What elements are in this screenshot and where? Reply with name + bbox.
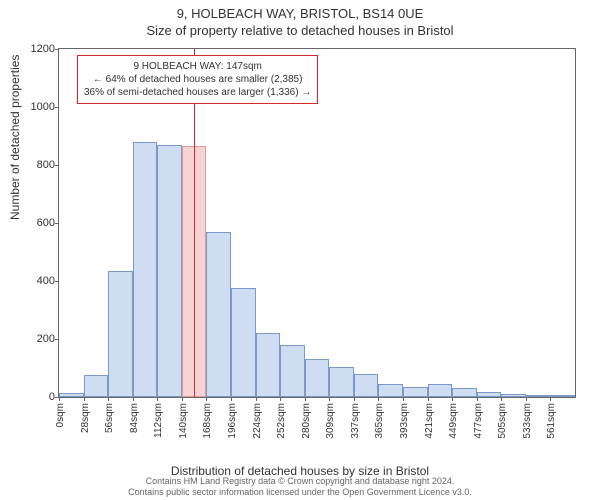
x-tick-mark — [550, 397, 551, 401]
footer-line2: Contains public sector information licen… — [0, 487, 600, 498]
x-tick-mark — [157, 397, 158, 401]
y-tick-label: 200 — [37, 333, 55, 345]
histogram-bar — [256, 333, 281, 397]
x-tick-label: 112sqm — [153, 403, 164, 438]
chart-title-main: 9, HOLBEACH WAY, BRISTOL, BS14 0UE — [0, 0, 600, 21]
x-tick-mark — [59, 397, 60, 401]
y-tick-label: 400 — [37, 275, 55, 287]
x-tick-label: 168sqm — [202, 403, 213, 439]
y-axis-label: Number of detached properties — [8, 55, 22, 220]
histogram-bar — [305, 359, 330, 397]
x-tick-label: 196sqm — [227, 403, 238, 439]
y-tick-mark — [55, 107, 59, 108]
y-tick-label: 1000 — [31, 101, 55, 113]
x-tick-label: 0sqm — [55, 403, 66, 427]
x-tick-label: 252sqm — [276, 403, 287, 439]
x-tick-mark — [501, 397, 502, 401]
y-tick-label: 600 — [37, 217, 55, 229]
histogram-bar — [59, 393, 84, 397]
x-tick-label: 421sqm — [424, 403, 435, 439]
histogram-bar — [157, 145, 182, 397]
y-tick-label: 800 — [37, 159, 55, 171]
x-tick-label: 505sqm — [497, 403, 508, 439]
annotation-line3: 36% of semi-detached houses are larger (… — [84, 86, 311, 99]
x-tick-mark — [526, 397, 527, 401]
footer-attribution: Contains HM Land Registry data © Crown c… — [0, 476, 600, 498]
histogram-bar — [206, 232, 231, 397]
x-tick-mark — [378, 397, 379, 401]
x-tick-label: 449sqm — [448, 403, 459, 439]
histogram-bar — [403, 387, 428, 397]
histogram-bar — [280, 345, 305, 397]
histogram-bar — [501, 394, 526, 397]
histogram-bar — [428, 384, 453, 397]
annotation-line2: ← 64% of detached houses are smaller (2,… — [84, 73, 311, 86]
x-tick-label: 56sqm — [104, 403, 115, 433]
x-tick-mark — [305, 397, 306, 401]
x-tick-mark — [280, 397, 281, 401]
annotation-box: 9 HOLBEACH WAY: 147sqm ← 64% of detached… — [77, 55, 318, 104]
x-tick-mark — [108, 397, 109, 401]
x-tick-label: 337sqm — [350, 403, 361, 439]
x-tick-mark — [477, 397, 478, 401]
x-tick-mark — [182, 397, 183, 401]
histogram-bar — [133, 142, 158, 397]
y-tick-mark — [55, 281, 59, 282]
x-tick-label: 365sqm — [374, 403, 385, 439]
x-tick-label: 477sqm — [473, 403, 484, 439]
histogram-bar — [84, 375, 109, 397]
y-tick-mark — [55, 165, 59, 166]
histogram-bar — [108, 271, 133, 397]
x-tick-mark — [84, 397, 85, 401]
x-tick-label: 393sqm — [399, 403, 410, 439]
x-tick-label: 309sqm — [325, 403, 336, 439]
x-tick-label: 140sqm — [178, 403, 189, 439]
annotation-line1: 9 HOLBEACH WAY: 147sqm — [84, 60, 311, 73]
y-tick-label: 1200 — [31, 43, 55, 55]
x-tick-label: 224sqm — [252, 403, 263, 439]
y-tick-mark — [55, 223, 59, 224]
histogram-bar — [329, 367, 354, 397]
x-tick-mark — [256, 397, 257, 401]
x-tick-label: 533sqm — [522, 403, 533, 439]
x-tick-mark — [354, 397, 355, 401]
footer-line1: Contains HM Land Registry data © Crown c… — [0, 476, 600, 487]
x-tick-label: 280sqm — [301, 403, 312, 439]
x-tick-label: 561sqm — [546, 403, 557, 439]
x-tick-mark — [206, 397, 207, 401]
histogram-bar — [452, 388, 477, 397]
x-tick-mark — [133, 397, 134, 401]
y-tick-mark — [55, 339, 59, 340]
x-tick-mark — [403, 397, 404, 401]
plot-area: 0200400600800100012000sqm28sqm56sqm84sqm… — [58, 48, 576, 398]
x-tick-label: 84sqm — [129, 403, 140, 433]
histogram-bar — [526, 395, 551, 397]
histogram-bar — [354, 374, 379, 397]
x-tick-mark — [329, 397, 330, 401]
x-tick-label: 28sqm — [80, 403, 91, 433]
x-tick-mark — [452, 397, 453, 401]
y-tick-mark — [55, 49, 59, 50]
histogram-bar — [378, 384, 403, 397]
histogram-bar — [550, 395, 575, 397]
histogram-bar — [231, 288, 256, 397]
chart-title-sub: Size of property relative to detached ho… — [0, 21, 600, 38]
x-tick-mark — [231, 397, 232, 401]
histogram-bar — [477, 392, 502, 397]
x-tick-mark — [428, 397, 429, 401]
